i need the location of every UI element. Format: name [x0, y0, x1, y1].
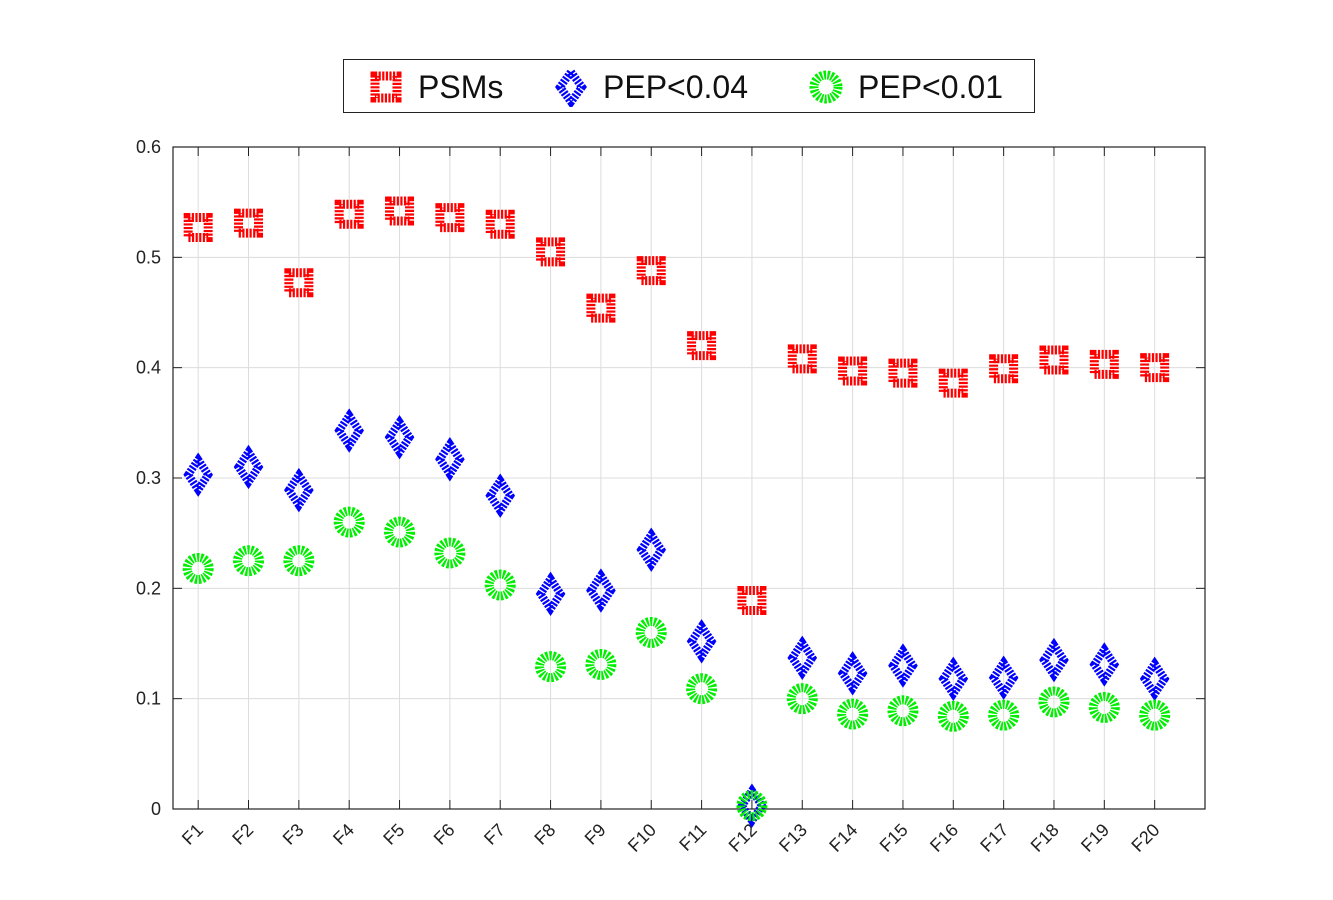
pep-004-point	[787, 635, 818, 681]
psms-point	[334, 199, 364, 229]
y-tick-label: 0.2	[136, 578, 161, 598]
pep-004-point	[586, 568, 616, 613]
x-tick-label: F19	[1077, 820, 1113, 856]
psms-point	[183, 213, 213, 243]
pep-004-point	[636, 527, 667, 572]
psms-point	[284, 268, 314, 298]
pep-001-point	[1038, 686, 1070, 718]
psms-point	[385, 196, 415, 226]
pep-004-point	[1139, 656, 1170, 702]
x-tick-label: F15	[876, 820, 912, 856]
x-tick-label: F14	[825, 820, 861, 856]
pep-001-point	[535, 651, 567, 683]
pep-001-point	[988, 699, 1020, 731]
legend-label: PSMs	[418, 68, 504, 105]
pep-004-point	[938, 656, 969, 702]
psms-point	[687, 331, 717, 361]
psms-point	[737, 585, 767, 615]
pep-001-point	[233, 545, 265, 577]
data-marks	[182, 196, 1171, 828]
pep-001-point	[434, 537, 466, 569]
psms-point	[888, 358, 918, 388]
pep-001-point	[887, 695, 919, 727]
pep-001-point	[484, 569, 516, 601]
pep-001-point	[1088, 691, 1120, 723]
x-tick-label: F11	[675, 820, 710, 855]
pep-004-point	[1039, 637, 1069, 683]
x-tick-label: F2	[228, 820, 257, 849]
pep-001-point	[585, 648, 617, 680]
x-tick-label: F10	[624, 820, 660, 856]
pep-004-point	[233, 444, 264, 490]
pep-001-point	[333, 506, 365, 538]
y-tick-label: 0	[151, 799, 161, 819]
pep-001-point	[837, 698, 869, 730]
red-square-marker-icon	[370, 71, 402, 103]
x-tick-label: F5	[379, 820, 408, 849]
pep-004-point	[888, 643, 918, 688]
pep-004-point	[837, 651, 868, 696]
y-tick-label: 0.5	[136, 247, 161, 267]
y-tick-label: 0.6	[136, 137, 161, 157]
legend-item-pep-004: PEP<0.04	[551, 60, 748, 114]
psms-point	[1140, 353, 1170, 383]
legend-label: PEP<0.01	[858, 68, 1003, 105]
green-circle-marker-icon	[809, 70, 843, 104]
psms-point	[1089, 349, 1119, 379]
legend-item-pep-001: PEP<0.01	[806, 60, 1003, 114]
x-tick-label: F6	[430, 820, 459, 849]
pep-001-point	[283, 545, 315, 577]
pep-004-point	[535, 571, 566, 617]
psms-point	[787, 344, 817, 374]
pep-004-point	[183, 452, 213, 497]
legend-item-psms: PSMs	[366, 60, 503, 114]
x-tick-label: F8	[530, 820, 559, 849]
psms-point	[485, 209, 515, 239]
pep-004-point	[284, 467, 314, 513]
psms-point	[536, 237, 566, 267]
y-tick-label: 0.3	[136, 468, 161, 488]
x-tick-label: F20	[1127, 820, 1163, 856]
pep-001-point	[937, 700, 969, 732]
blue-diamond-marker-icon	[555, 67, 587, 107]
y-tick-label: 0.1	[136, 689, 161, 709]
psms-point	[1039, 345, 1069, 375]
psms-point	[989, 354, 1019, 384]
x-tick-label: F17	[976, 820, 1012, 856]
pep-001-point	[736, 790, 768, 822]
pep-004-point	[485, 473, 516, 518]
psms-point	[938, 368, 968, 398]
x-tick-label: F3	[279, 820, 308, 849]
pep-001-point	[635, 616, 667, 648]
y-tick-label: 0.4	[136, 358, 161, 378]
pep-001-point	[686, 673, 718, 705]
pep-004-point	[686, 619, 717, 664]
pep-001-point	[1139, 699, 1171, 731]
psms-point	[435, 203, 465, 233]
psms-point	[838, 356, 868, 386]
legend: PSMs PEP<0.04 PEP<0.01	[343, 59, 1035, 113]
x-tick-label: F13	[775, 820, 811, 856]
legend-label: PEP<0.04	[603, 68, 748, 105]
x-tick-label: F16	[926, 820, 962, 856]
pep-004-point	[1089, 642, 1120, 687]
pep-001-point	[786, 683, 818, 715]
x-tick-label: F7	[480, 820, 509, 849]
pep-004-point	[435, 437, 465, 482]
x-tick-label: F9	[581, 820, 610, 849]
pep-001-point	[384, 516, 416, 548]
pep-004-point	[988, 655, 1019, 700]
pep-004-point	[384, 414, 415, 460]
psms-point	[234, 208, 264, 238]
x-tick-label: F18	[1027, 820, 1063, 856]
x-tick-label: F12	[725, 820, 761, 856]
psms-point	[636, 256, 666, 286]
psms-point	[586, 293, 616, 323]
x-tick-label: F4	[329, 820, 358, 849]
pep-001-point	[182, 552, 214, 584]
pep-004-point	[334, 408, 365, 453]
x-tick-label: F1	[178, 820, 207, 849]
